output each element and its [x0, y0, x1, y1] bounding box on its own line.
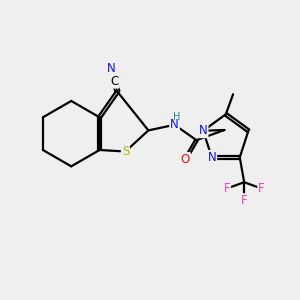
Text: N: N [207, 151, 216, 164]
Text: F: F [241, 194, 247, 207]
Text: H: H [173, 112, 180, 122]
Text: N: N [170, 118, 179, 131]
Text: O: O [181, 153, 190, 166]
Text: N: N [199, 124, 208, 137]
Text: C: C [110, 75, 119, 88]
Text: F: F [258, 182, 265, 195]
Text: N: N [107, 62, 116, 75]
Text: F: F [224, 182, 230, 195]
Text: S: S [122, 145, 129, 158]
